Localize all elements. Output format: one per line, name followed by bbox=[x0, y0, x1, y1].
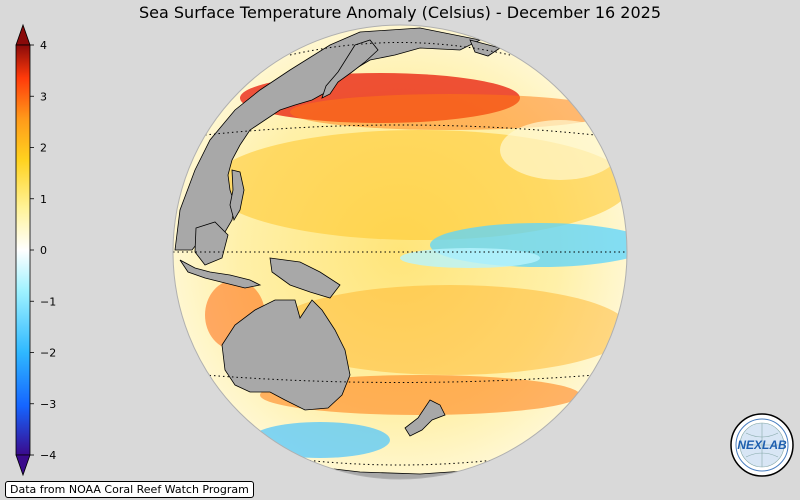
data-credit: Data from NOAA Coral Reef Watch Program bbox=[5, 481, 254, 498]
colorbar-tick-label: −2 bbox=[40, 347, 56, 360]
new-zealand bbox=[404, 399, 446, 437]
cool-anomaly-south-ocean bbox=[250, 422, 390, 458]
colorbar-tick-label: 2 bbox=[40, 142, 47, 155]
new-guinea bbox=[269, 257, 341, 299]
cool-anomaly-equator-west bbox=[400, 248, 540, 268]
page-title: Sea Surface Temperature Anomaly (Celsius… bbox=[139, 3, 661, 22]
latitude-line-30s bbox=[204, 374, 596, 383]
colorbar-tick-label: 4 bbox=[40, 39, 47, 52]
colorbar-top-arrow bbox=[15, 23, 31, 46]
warm-band-south bbox=[270, 285, 627, 375]
latitude-line-60n bbox=[289, 42, 511, 56]
australia bbox=[221, 299, 351, 411]
globe-content bbox=[173, 25, 627, 479]
globe-outline bbox=[172, 24, 628, 480]
japan bbox=[321, 39, 379, 99]
philippines bbox=[229, 169, 245, 222]
colorbar-tick-label: −1 bbox=[40, 295, 56, 308]
colorbar-tick-label: −3 bbox=[40, 398, 56, 411]
neutral-patch-northeast bbox=[500, 120, 620, 180]
colorbar-ticks: 4 3 2 1 0 −1 −2 −3 −4 bbox=[30, 39, 56, 462]
nexlab-logo: NEXLAB bbox=[730, 413, 794, 477]
colorbar-tick-label: 3 bbox=[40, 90, 47, 103]
colorbar-gradient bbox=[15, 44, 31, 456]
colorbar-tick-label: 0 bbox=[40, 244, 47, 257]
logo-text: NEXLAB bbox=[737, 438, 787, 452]
colorbar-tick-label: −4 bbox=[40, 449, 56, 462]
warm-anomaly-north bbox=[290, 94, 610, 130]
latitude-line-30n bbox=[204, 124, 596, 136]
colorbar-tick-label: 1 bbox=[40, 193, 47, 206]
colorbar-bottom-arrow bbox=[15, 454, 31, 477]
borneo bbox=[194, 221, 229, 266]
colorbar: 4 3 2 1 0 −1 −2 −3 −4 bbox=[15, 23, 56, 477]
indonesia-islands bbox=[179, 259, 262, 289]
latitude-line-60s bbox=[304, 459, 496, 466]
